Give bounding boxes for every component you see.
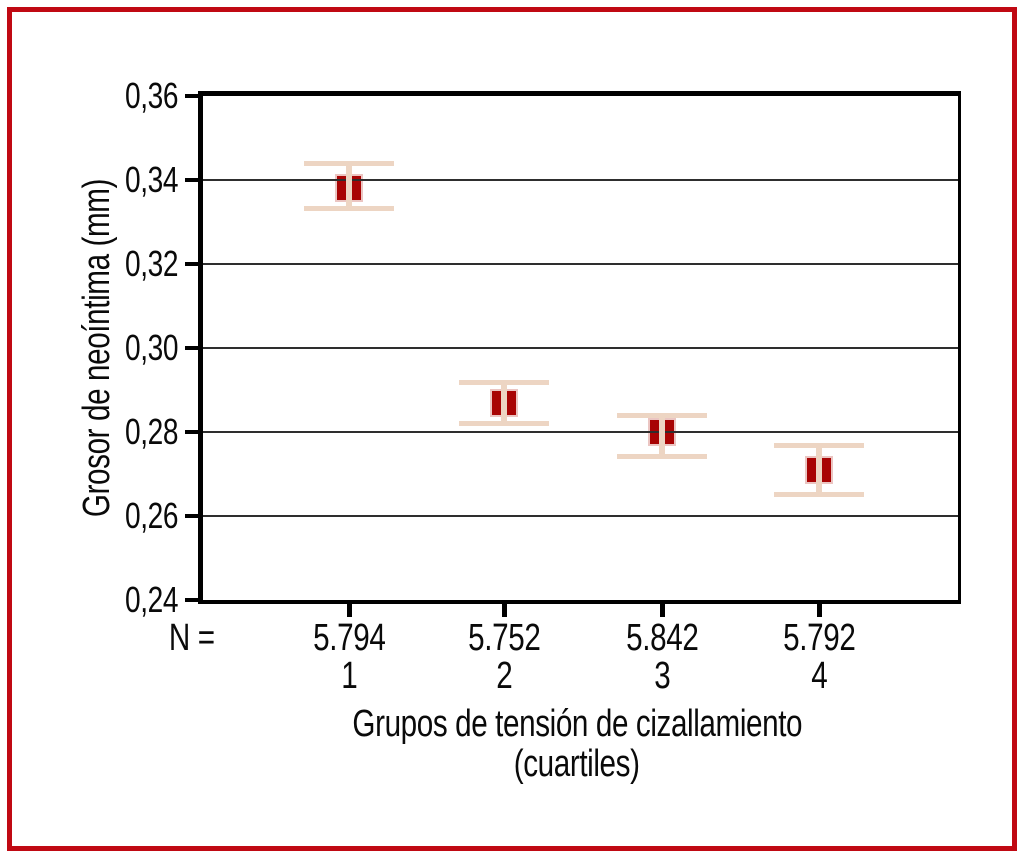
gridline — [203, 347, 958, 349]
y-tick — [185, 514, 198, 518]
y-tick-label: 0,26 — [78, 496, 178, 536]
group-n-label: 5.842 — [582, 618, 742, 658]
group-number-label: 1 — [269, 656, 429, 696]
y-tick-label-text: 0,26 — [124, 495, 178, 536]
y-tick-label: 0,24 — [78, 580, 178, 620]
gridline — [203, 515, 958, 517]
y-tick-label: 0,28 — [78, 412, 178, 452]
y-tick-label-text: 0,36 — [124, 75, 178, 116]
y-tick-label: 0,32 — [78, 244, 178, 284]
y-tick — [185, 94, 198, 98]
y-tick-label-text: 0,34 — [124, 159, 178, 200]
error-bar-line — [501, 381, 508, 424]
error-bar-line — [816, 444, 823, 495]
error-bar-cap-bottom — [304, 206, 395, 212]
x-tick — [660, 604, 666, 617]
group-n-label: 5.752 — [424, 618, 584, 658]
group-number-label-text: 3 — [653, 655, 671, 697]
group-number-label: 2 — [424, 656, 584, 696]
gridline — [203, 263, 958, 265]
group-number-label: 4 — [739, 656, 899, 696]
y-tick-label-text: 0,30 — [124, 327, 178, 368]
y-tick — [185, 598, 198, 602]
group-n-label-text: 5.794 — [313, 617, 386, 659]
group-number-label-text: 1 — [341, 655, 358, 697]
n-equals-label-text: N = — [169, 617, 215, 659]
y-tick-label: 0,36 — [78, 76, 178, 116]
y-tick — [185, 430, 198, 434]
error-bar-line — [659, 415, 666, 458]
group-n-label: 5.792 — [739, 618, 899, 658]
error-bar-cap-bottom — [459, 420, 550, 426]
y-tick-label-text: 0,28 — [124, 411, 178, 452]
group-n-label: 5.794 — [269, 618, 429, 658]
x-tick — [347, 604, 353, 617]
x-tick — [817, 604, 823, 617]
error-bar-cap-top — [774, 442, 865, 448]
group-number-label: 3 — [582, 656, 742, 696]
error-bar-cap-top — [459, 379, 550, 385]
y-tick-label-text: 0,24 — [124, 579, 178, 620]
error-bar-cap-bottom — [617, 454, 708, 460]
error-bar-line — [346, 163, 353, 210]
y-tick-label-text: 0,32 — [124, 243, 178, 284]
x-axis-title-line1: Grupos de tensión de cizallamiento — [352, 703, 802, 745]
y-tick-label: 0,34 — [78, 160, 178, 200]
group-n-label-text: 5.842 — [625, 617, 699, 659]
group-number-label-text: 2 — [496, 655, 513, 697]
error-bar-cap-top — [617, 413, 708, 419]
gridline — [203, 431, 958, 433]
error-bar-cap-bottom — [774, 492, 865, 497]
y-tick — [185, 346, 198, 350]
n-equals-label: N = — [118, 618, 215, 658]
y-tick — [185, 262, 198, 266]
gridline — [203, 179, 958, 181]
group-number-label-text: 4 — [811, 655, 828, 697]
group-n-label-text: 5.792 — [782, 617, 856, 659]
error-bar-cap-top — [304, 161, 395, 167]
x-tick — [502, 604, 508, 617]
x-axis-title: Grupos de tensión de cizallamiento (cuar… — [277, 704, 877, 784]
group-n-label-text: 5.752 — [468, 617, 541, 659]
y-tick-label: 0,30 — [78, 328, 178, 368]
plot-area — [198, 91, 961, 604]
x-axis-title-line2: (cuartiles) — [514, 743, 640, 785]
y-tick — [185, 178, 198, 182]
